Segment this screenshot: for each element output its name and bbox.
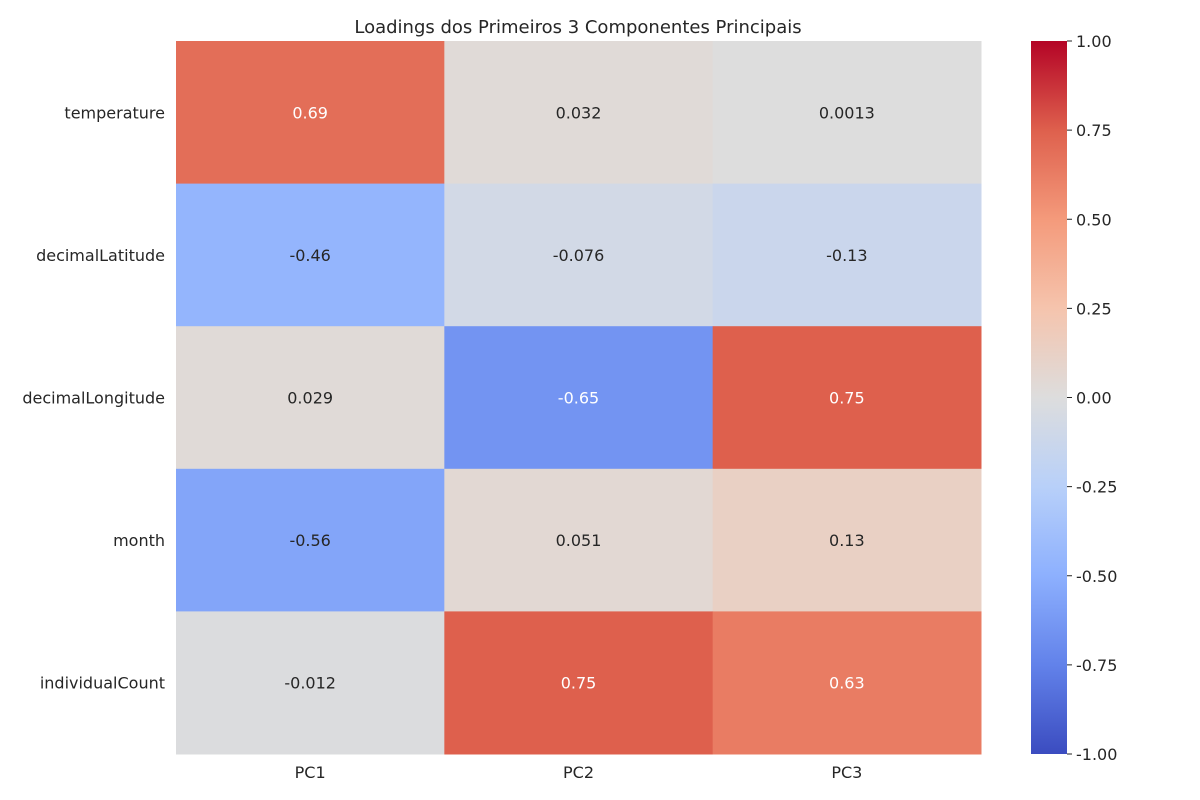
cell-annotation: 0.75 — [829, 389, 865, 408]
cell-annotation: 0.051 — [556, 531, 602, 550]
heatmap-cell — [712, 611, 982, 755]
heatmap-cell — [712, 183, 982, 327]
cell-annotation: -0.65 — [558, 389, 599, 408]
cell-annotation: 0.0013 — [819, 103, 875, 122]
heatmap-cell — [712, 41, 982, 185]
x-tick-label: PC1 — [295, 763, 326, 782]
heatmap-cell — [712, 468, 982, 612]
heatmap-cell — [444, 326, 714, 470]
y-tick-label: decimalLongitude — [22, 389, 165, 408]
colorbar-tick-label: 0.75 — [1076, 121, 1112, 140]
colorbar-tick-label: 0.00 — [1076, 389, 1112, 408]
colorbar-tick-label: -0.75 — [1076, 656, 1117, 675]
cell-annotation: -0.076 — [553, 246, 605, 265]
heatmap-cell — [176, 183, 445, 327]
cell-annotation: -0.56 — [289, 531, 330, 550]
heatmap-annotations: 0.69 0.032 0.0013 -0.46 -0.076 -0.13 0.029 -0.6… — [284, 103, 874, 692]
heatmap-cell — [712, 326, 982, 470]
y-tick-label: month — [113, 531, 165, 550]
colorbar-tick-label: -0.50 — [1076, 567, 1117, 586]
heatmap-cells — [176, 41, 982, 755]
heatmap-cell — [444, 468, 714, 612]
colorbar-tick-label: -1.00 — [1076, 745, 1117, 764]
cell-annotation: 0.029 — [287, 389, 333, 408]
heatmap-cell — [444, 183, 714, 327]
colorbar-tick-label: 0.50 — [1076, 210, 1112, 229]
x-axis-tick-labels: PC1 PC2 PC3 — [295, 763, 863, 782]
heatmap-cell — [176, 326, 445, 470]
heatmap-cell — [444, 41, 714, 185]
colorbar-tick-label: -0.25 — [1076, 478, 1117, 497]
y-tick-label: individualCount — [40, 674, 165, 693]
y-tick-label: temperature — [64, 103, 165, 122]
cell-annotation: 0.13 — [829, 531, 865, 550]
colorbar: 1.00 0.75 0.50 0.25 0.00 -0.25 -0.50 -0.75 -1.00 — [1031, 32, 1117, 764]
cell-annotation: -0.46 — [289, 246, 330, 265]
x-tick-label: PC3 — [831, 763, 862, 782]
heatmap-cell — [176, 611, 445, 755]
heatmap-cell — [176, 468, 445, 612]
chart-title: Loadings dos Primeiros 3 Componentes Pri… — [354, 17, 801, 38]
cell-annotation: 0.032 — [556, 103, 602, 122]
cell-annotation: 0.75 — [561, 674, 597, 693]
cell-annotation: -0.13 — [826, 246, 867, 265]
x-tick-label: PC2 — [563, 763, 594, 782]
colorbar-tick-label: 0.25 — [1076, 299, 1112, 318]
cell-annotation: 0.69 — [292, 103, 328, 122]
colorbar-tick-label: 1.00 — [1076, 32, 1112, 51]
y-tick-label: decimalLatitude — [36, 246, 165, 265]
heatmap-cell — [176, 41, 445, 185]
colorbar-gradient — [1031, 41, 1067, 754]
heatmap-cell — [444, 611, 714, 755]
cell-annotation: -0.012 — [284, 674, 336, 693]
cell-annotation: 0.63 — [829, 674, 865, 693]
y-axis-tick-labels: temperature decimalLatitude decimalLongitu… — [22, 103, 165, 692]
